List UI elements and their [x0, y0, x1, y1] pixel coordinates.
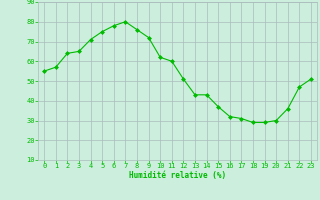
X-axis label: Humidité relative (%): Humidité relative (%)	[129, 171, 226, 180]
